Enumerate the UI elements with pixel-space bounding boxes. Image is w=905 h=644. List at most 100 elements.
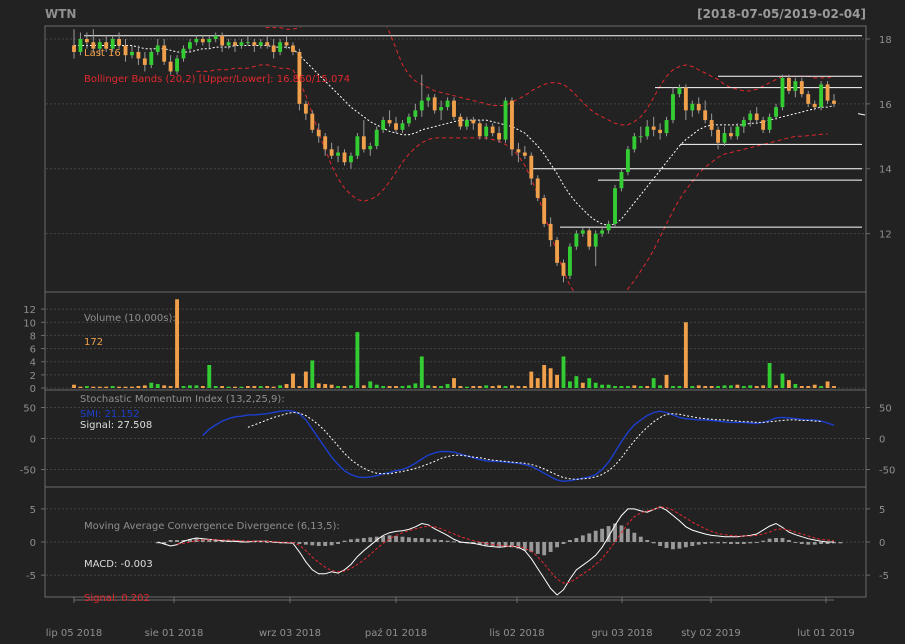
candle-up: [181, 48, 186, 59]
macd-histogram-bar: [355, 538, 360, 542]
candle-down: [555, 240, 559, 263]
volume-bar: [690, 386, 695, 388]
macd-histogram-bar: [394, 536, 398, 542]
candle-up: [664, 120, 669, 134]
macd-histogram-bar: [754, 542, 759, 543]
candle-up: [355, 136, 360, 156]
volume-bar: [497, 385, 502, 388]
macd-histogram-bar: [838, 542, 843, 544]
chart-date-range: [2018-07-05/2019-02-04]: [697, 7, 866, 21]
volume-y-tick-label: 12: [23, 305, 36, 316]
volume-bar: [748, 385, 753, 388]
macd-histogram-bar: [793, 542, 798, 543]
macd-histogram-bar: [574, 538, 579, 542]
volume-bar: [136, 386, 141, 388]
volume-bar: [503, 386, 508, 388]
price-y-tick-label: 14: [879, 165, 892, 176]
macd-histogram-bar: [207, 540, 212, 542]
volume-bar: [548, 368, 553, 388]
volume-bar: [72, 384, 76, 388]
volume-bar: [278, 385, 283, 388]
volume-bar: [761, 385, 766, 388]
candle-up: [690, 103, 695, 111]
volume-bar: [200, 386, 205, 388]
macd-histogram-bar: [664, 542, 669, 548]
volume-bar: [188, 385, 192, 388]
macd-histogram-bar: [310, 542, 315, 546]
volume-bar: [806, 386, 811, 388]
volume-bar: [233, 386, 237, 388]
volume-bar: [336, 386, 340, 388]
x-axis-tick-label: lut 01 2019: [797, 628, 855, 639]
candle-up: [568, 246, 572, 276]
candle-up: [78, 38, 83, 52]
candle-down: [432, 97, 437, 111]
volume-bar: [529, 371, 534, 388]
smi-signal-line: [247, 411, 822, 480]
volume-bar: [703, 386, 708, 388]
smi-y-left-tick-label: 50: [23, 404, 36, 415]
macd-histogram-bar: [690, 542, 695, 546]
volume-bar: [149, 382, 154, 388]
macd-histogram-bar: [510, 542, 514, 548]
candle-up: [245, 42, 250, 44]
macd-histogram-bar: [490, 542, 495, 546]
volume-y-tick-label: 2: [30, 371, 36, 382]
macd-histogram-bar: [748, 542, 753, 544]
macd-y-left-tick-label: -5: [26, 571, 36, 582]
smi-value-label: SMI: 21.152: [80, 409, 139, 420]
macd-histogram-bar: [413, 538, 418, 542]
x-axis-tick-label: wrz 03 2018: [259, 628, 321, 639]
volume-bar: [239, 386, 244, 388]
candle-down: [510, 100, 514, 150]
candle-up: [368, 146, 373, 150]
macd-histogram-bar: [600, 528, 605, 542]
macd-histogram-bar: [188, 539, 192, 542]
macd-histogram-bar: [213, 540, 218, 542]
macd-histogram-bar: [522, 542, 527, 551]
candle-down: [548, 223, 553, 241]
candle-up: [484, 126, 489, 137]
macd-histogram-bar: [381, 536, 386, 542]
macd-histogram-bar: [175, 540, 179, 542]
candle-down: [832, 100, 836, 104]
candle-up: [336, 152, 340, 156]
volume-bar: [258, 386, 263, 388]
macd-histogram-bar: [239, 540, 244, 542]
volume-bar: [568, 381, 572, 388]
volume-bar: [297, 386, 302, 388]
macd-histogram-bar: [735, 542, 740, 544]
macd-histogram-bar: [587, 533, 592, 542]
candle-up: [406, 116, 411, 124]
macd-y-tick-label: 5: [879, 505, 885, 516]
volume-bar: [123, 386, 128, 388]
candle-down: [72, 45, 76, 52]
candle-up: [606, 223, 611, 231]
macd-y-tick-label: -5: [879, 571, 889, 582]
macd-histogram-bar: [638, 536, 643, 542]
candle-down: [806, 94, 811, 104]
volume-bar: [316, 383, 321, 388]
macd-histogram-bar: [671, 542, 675, 550]
volume-bar: [716, 386, 720, 388]
candle-up: [400, 123, 405, 130]
macd-histogram-bar: [703, 542, 708, 544]
volume-bar: [323, 384, 328, 388]
volume-bar: [130, 386, 134, 388]
candle-down: [323, 136, 328, 150]
macd-histogram-bar: [477, 542, 482, 545]
macd-histogram-bar: [535, 542, 540, 554]
volume-last-value: 172: [84, 337, 103, 348]
candle-up: [213, 35, 218, 39]
volume-bar: [754, 386, 759, 388]
candle-down: [799, 81, 804, 95]
candle-up: [748, 113, 753, 121]
candle-up: [464, 120, 469, 127]
candle-up: [780, 77, 785, 108]
candle-down: [142, 58, 147, 65]
volume-bar: [168, 386, 173, 388]
candle-up: [188, 42, 192, 49]
volume-bar: [580, 382, 585, 388]
macd-histogram-bar: [568, 540, 572, 542]
